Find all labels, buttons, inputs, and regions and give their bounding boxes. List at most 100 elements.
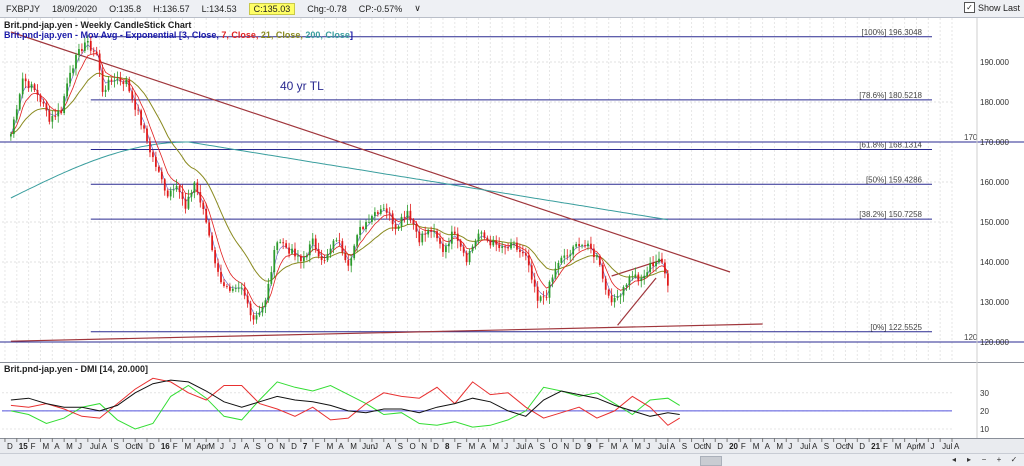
candle-body (92, 50, 95, 52)
candle-body (231, 288, 234, 291)
scrollbar-button-icon[interactable]: ◂ (951, 455, 956, 464)
time-tick-label: D (717, 442, 723, 451)
horizontal-level-label: 170 (964, 133, 978, 142)
candle-body (664, 262, 666, 274)
trendline (617, 277, 657, 326)
candle-body (178, 185, 181, 193)
candle-body (42, 101, 45, 104)
candle-body (397, 226, 400, 229)
scrollbar-button-icon[interactable]: − (981, 455, 987, 464)
candle-body (98, 53, 101, 71)
ma-legend-prefix: Brit.pnd-jap.yen - Mov Avg - Exponential… (4, 30, 182, 40)
time-tick-label: O (552, 442, 558, 451)
candle-body (631, 276, 634, 278)
dmi-chart: 10 20 30 Brit.pnd-jap.yen - DMI [14, 20.00… (0, 362, 1024, 438)
scrollbar-button-icon[interactable]: ✓ (1010, 455, 1018, 464)
time-tick-label: J (788, 442, 792, 451)
candle-body (371, 215, 373, 222)
time-tick-label: Apr (907, 442, 920, 451)
candle-body (379, 209, 382, 214)
candle-body (33, 84, 36, 91)
toolbar-dropdown-icon[interactable]: ∨ (414, 3, 421, 13)
candle-body (326, 254, 329, 261)
candle-body (51, 116, 54, 122)
time-tick-label: F (883, 442, 888, 451)
candle-body (264, 300, 267, 307)
time-tick-label: A (623, 442, 629, 451)
checkbox-icon[interactable]: ✓ (963, 2, 975, 13)
time-tick-label: 21 (871, 442, 880, 451)
time-tick-label: Jun (362, 442, 375, 451)
ma-legend-suffix: ] (350, 30, 353, 40)
time-tick-label: A (386, 442, 392, 451)
fib-level-label: [61.8%] 168.1314 (859, 140, 922, 149)
time-tick-label: D (149, 442, 155, 451)
candle-body (323, 260, 326, 261)
time-tick-label: M (753, 442, 760, 451)
show-last-toggle[interactable]: ✓ Show Last (963, 2, 1020, 13)
time-tick-label: D (433, 442, 439, 451)
fib-level-label: [0%] 122.5525 (870, 323, 922, 332)
candle-body (107, 79, 110, 90)
time-tick-label: S (256, 442, 261, 451)
candle-body (530, 265, 533, 280)
candle-body (450, 231, 453, 244)
dmi-plus-line (10, 381, 680, 430)
candle-body (48, 110, 51, 122)
trendline (10, 31, 731, 273)
candle-body (604, 278, 607, 290)
candle-body (406, 210, 409, 218)
candle-body (593, 248, 595, 258)
date-label: 18/09/2020 (52, 3, 98, 14)
change-percent-label: CP:-0.57% (358, 3, 403, 14)
candle-body (110, 79, 113, 82)
time-tick-label: Oct (836, 442, 849, 451)
candle-body (196, 182, 199, 193)
time-tick-label: O (267, 442, 273, 451)
candle-body (311, 238, 314, 245)
time-tick-label: J (646, 442, 650, 451)
candle-body (137, 109, 140, 111)
candle-body (365, 222, 367, 230)
time-tick-label: F (315, 442, 320, 451)
scrollbar-button-icon[interactable]: ▸ (966, 455, 971, 464)
horizontal-scrollbar[interactable]: ◂ ▸ − + ✓ (0, 453, 1024, 466)
candle-body (495, 240, 498, 245)
candle-body (637, 274, 640, 282)
candle-body (616, 296, 619, 298)
time-tick-label: A (338, 442, 344, 451)
time-tick-label: J (504, 442, 508, 451)
candle-body (524, 253, 527, 256)
candle-body (190, 192, 193, 197)
time-tick-label: Jul (942, 442, 952, 451)
fib-level-label: [78.6%] 180.5218 (859, 91, 922, 100)
candle-body (305, 255, 308, 258)
candle-body (181, 192, 184, 200)
time-tick-label: M (918, 442, 925, 451)
candle-body (291, 248, 293, 254)
candle-body (563, 255, 566, 258)
time-tick-label: N (705, 442, 711, 451)
price-tick-label: 140.000 (980, 258, 1009, 267)
candle-body (66, 83, 68, 97)
candle-body (424, 233, 427, 235)
time-tick-label: A (765, 442, 771, 451)
time-tick-label: M (66, 442, 73, 451)
candle-body (430, 229, 433, 232)
scrollbar-button-icon[interactable]: + (996, 455, 1002, 464)
dmi-adx-line (10, 379, 680, 417)
candle-body (69, 72, 71, 84)
candle-body (418, 231, 421, 243)
candle-body (433, 231, 435, 233)
time-tick-label: 16 (161, 442, 170, 451)
candle-body (569, 254, 572, 256)
candle-body (578, 244, 580, 246)
ohlc-toolbar: FXBPJY 18/09/2020 O:135.8 H:136.57 L:134… (0, 0, 1024, 18)
candle-body (143, 125, 145, 129)
time-tick-label: A (102, 442, 108, 451)
candle-body (468, 251, 471, 263)
price-tick-label: 170.000 (980, 138, 1009, 147)
candle-body (598, 256, 601, 265)
candle-body (140, 110, 142, 126)
candle-body (12, 119, 15, 135)
